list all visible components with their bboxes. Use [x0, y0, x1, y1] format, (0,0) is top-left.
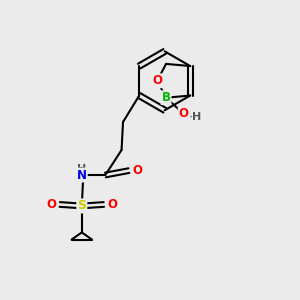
Text: N: N	[77, 169, 87, 182]
Text: B: B	[162, 91, 171, 104]
Text: H: H	[77, 164, 86, 173]
Text: O: O	[107, 198, 117, 211]
Text: O: O	[46, 198, 56, 211]
Text: -: -	[189, 111, 194, 121]
Text: O: O	[133, 164, 142, 177]
Text: O: O	[152, 74, 162, 87]
Text: H: H	[192, 112, 202, 122]
Text: O: O	[179, 107, 189, 120]
Text: S: S	[77, 200, 86, 212]
